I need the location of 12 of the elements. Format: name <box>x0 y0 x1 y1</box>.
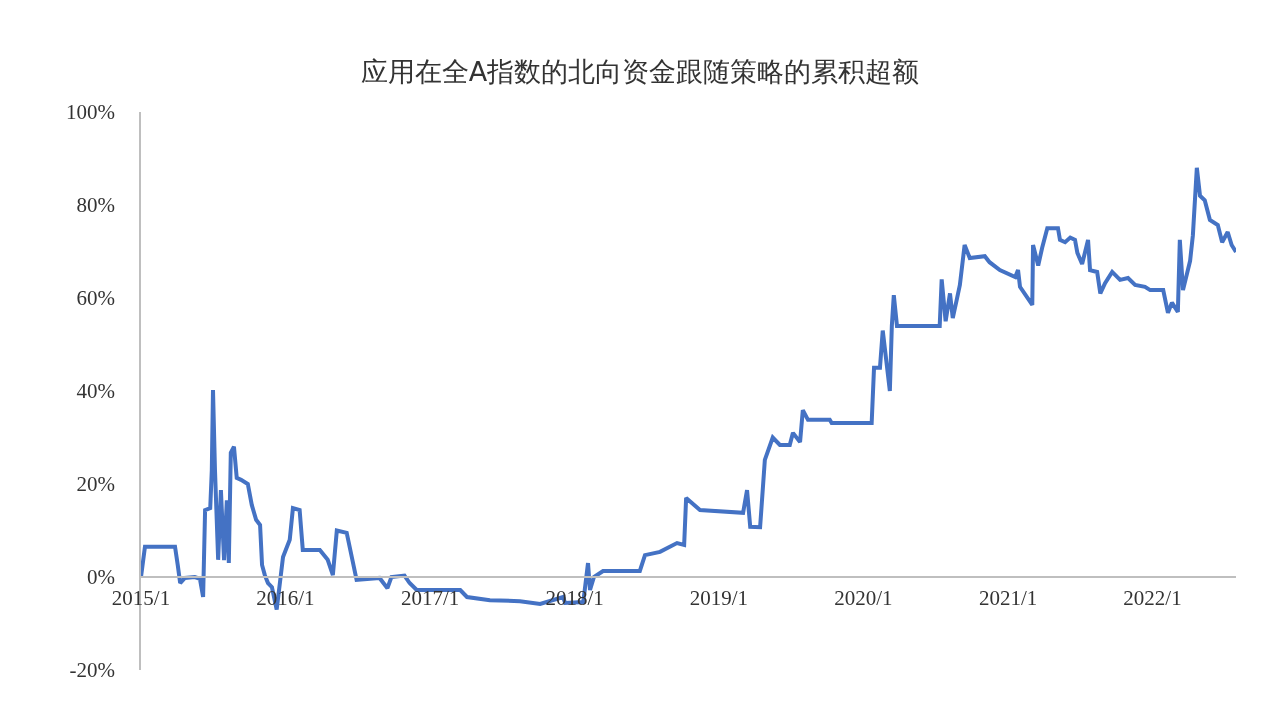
y-tick-label: -20% <box>69 658 116 683</box>
x-tick-label: 2021/1 <box>978 585 1038 610</box>
y-tick-label: 100% <box>66 100 116 125</box>
x-tick-label: 2020/1 <box>834 585 893 610</box>
y-tick-label: 80% <box>76 193 116 218</box>
x-tick-label: 2017/1 <box>401 585 460 610</box>
chart-title: 应用在全A指数的北向资金跟随策略的累积超额 <box>360 56 920 88</box>
x-tick-label: 2019/1 <box>689 585 749 610</box>
x-tick-label: 2022/1 <box>1123 585 1182 610</box>
y-tick-label: 40% <box>76 379 116 404</box>
y-tick-label: 60% <box>76 286 116 311</box>
y-tick-label: 20% <box>76 472 116 497</box>
